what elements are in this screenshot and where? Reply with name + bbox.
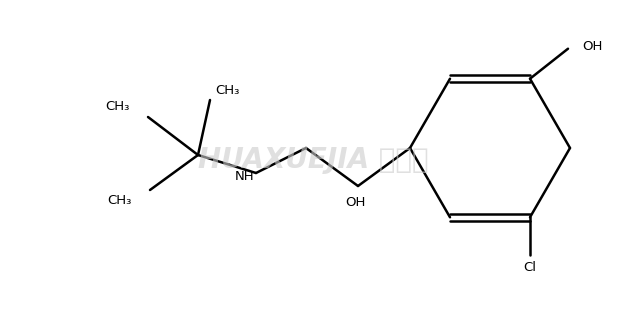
Text: CH₃: CH₃ [106,100,130,114]
Text: OH: OH [345,196,365,210]
Text: NH: NH [234,170,254,182]
Text: Cl: Cl [523,261,536,274]
Text: OH: OH [582,40,602,53]
Text: HUAXUEJIA 化学加: HUAXUEJIA 化学加 [198,146,428,174]
Text: CH₃: CH₃ [215,84,239,97]
Text: CH₃: CH₃ [108,194,132,206]
